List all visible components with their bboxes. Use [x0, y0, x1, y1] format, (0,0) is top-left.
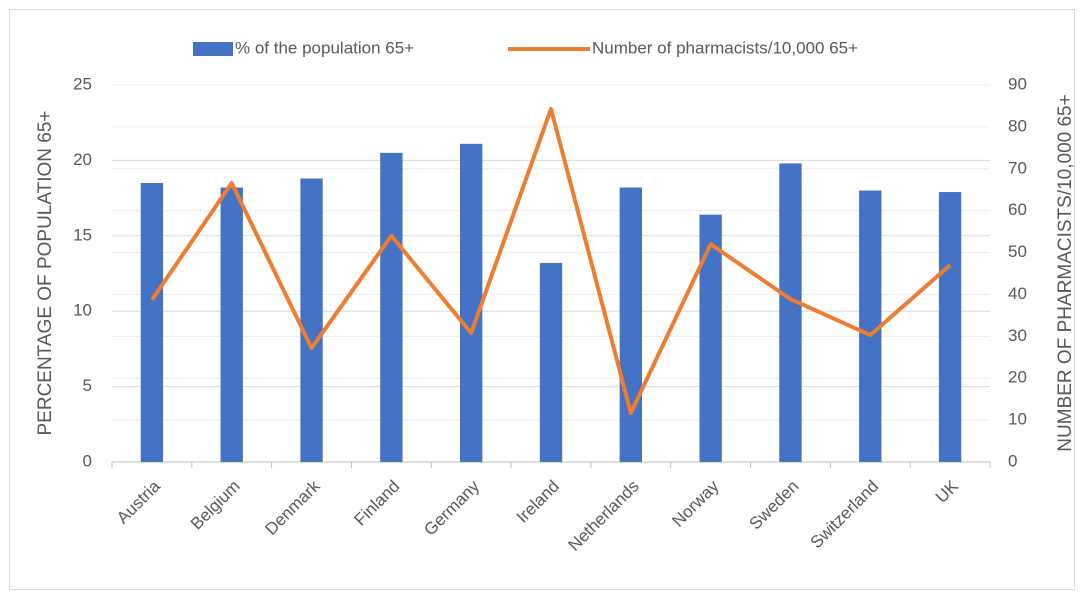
bar — [300, 178, 323, 462]
y2-tick-label: 20 — [1008, 368, 1027, 387]
bar — [699, 214, 722, 462]
bar — [539, 262, 563, 462]
bar — [460, 143, 483, 462]
y2-tick-label: 10 — [1008, 410, 1027, 429]
legend-label: % of the population 65+ — [235, 38, 414, 57]
y-tick-label: 10 — [73, 301, 92, 320]
bar — [619, 187, 642, 462]
bar — [380, 152, 403, 463]
y2-tick-label: 0 — [1008, 451, 1017, 470]
y2-tick-label: 90 — [1008, 74, 1027, 93]
bar — [140, 183, 164, 462]
bar — [779, 163, 802, 462]
y-tick-label: 0 — [83, 451, 92, 470]
y-tick-label: 20 — [73, 150, 92, 169]
bar — [938, 192, 962, 462]
y2-tick-label: 60 — [1008, 200, 1027, 219]
y-tick-label: 15 — [73, 225, 92, 244]
y2-axis-title: NUMBER OF PHARMACISTS/10,000 65+ — [1055, 94, 1076, 451]
y-axis-title: PERCENTAGE OF POPULATION 65+ — [35, 110, 56, 435]
y2-tick-label: 80 — [1008, 116, 1027, 135]
y2-tick-label: 40 — [1008, 284, 1027, 303]
bar — [220, 187, 243, 462]
legend-label: Number of pharmacists/10,000 65+ — [592, 38, 858, 57]
y2-tick-label: 30 — [1008, 326, 1027, 345]
legend-swatch — [193, 42, 233, 56]
bar — [859, 190, 882, 462]
y2-tick-label: 50 — [1008, 242, 1027, 261]
y-tick-label: 5 — [83, 376, 92, 395]
line — [150, 106, 952, 415]
y-tick-label: 25 — [73, 74, 92, 93]
y2-tick-label: 70 — [1008, 158, 1027, 177]
